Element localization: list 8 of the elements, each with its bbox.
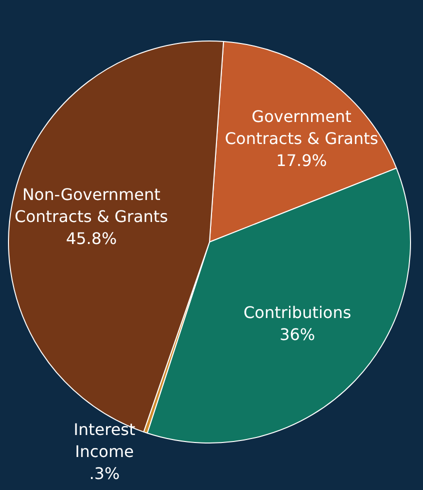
data-label: 36% <box>280 324 316 344</box>
slice-label: Government Contracts & Grants <box>224 107 378 148</box>
data-label: .3% <box>89 464 120 484</box>
data-label: 17.9% <box>276 151 327 170</box>
data-label: 45.8% <box>66 228 117 248</box>
slice-label: Interest Income <box>74 420 136 462</box>
slice-label: Non-Government Contracts & Grants <box>14 184 168 226</box>
slice-label: Contributions <box>244 302 352 322</box>
